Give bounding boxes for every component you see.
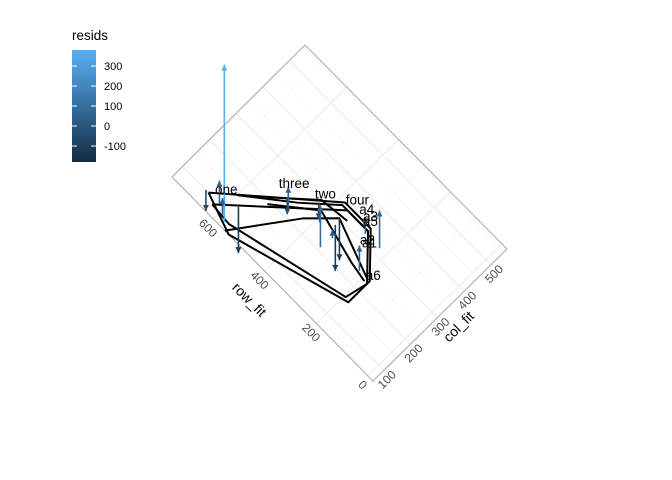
residual-arrows <box>202 64 383 272</box>
grid-line-x <box>182 166 385 371</box>
legend-title: resids <box>72 28 108 43</box>
grid-line-x <box>289 60 492 266</box>
grid-line-x <box>276 73 478 279</box>
grid-line-x <box>209 139 411 345</box>
grid-line-x <box>235 113 438 318</box>
grid-line-y <box>238 112 374 246</box>
panel-background <box>172 45 507 381</box>
arrow-head <box>356 245 363 252</box>
point-label: two <box>315 187 336 202</box>
residual-arrow <box>329 229 336 238</box>
arrow-head <box>221 64 228 71</box>
grid-line-y <box>341 217 477 350</box>
grid-line-x <box>222 126 425 332</box>
grid-line-x <box>195 153 398 358</box>
arrow-head <box>285 186 292 193</box>
outline-polygons <box>207 191 372 304</box>
residual-arrow <box>362 217 369 234</box>
arrow-head <box>202 204 209 211</box>
arrow-head <box>284 208 291 215</box>
arrow-head <box>376 210 383 217</box>
legend: resids 300 200 100 0 -100 <box>72 28 126 162</box>
point-label: one <box>215 182 238 197</box>
arrow-head <box>329 229 336 236</box>
arrow-head <box>216 180 223 187</box>
legend-tick-label: 0 <box>104 121 110 133</box>
residual-arrow <box>285 186 292 212</box>
outline-polygon <box>267 203 366 282</box>
grid-line-y <box>315 191 451 324</box>
arrow-head <box>336 254 343 261</box>
grid-line-y <box>187 60 322 193</box>
legend-tick-label: 300 <box>104 61 122 73</box>
point-label: a4 <box>359 202 375 217</box>
grid-line-y <box>290 165 425 298</box>
residual-arrow <box>221 64 228 223</box>
residual-arrow <box>332 224 339 272</box>
point-label: a6 <box>366 268 381 283</box>
arrow-head <box>332 265 339 272</box>
y-tick-label: 0 <box>355 378 370 393</box>
residual-arrow <box>284 197 291 215</box>
grid-line-y <box>212 86 348 220</box>
arrow-head <box>219 198 226 205</box>
arrow-head <box>362 217 369 224</box>
grid-line-x <box>249 100 451 305</box>
residual-arrow <box>219 198 226 215</box>
grid-line-y <box>367 243 503 377</box>
grid <box>182 47 505 377</box>
residual-arrow <box>317 205 324 248</box>
panel-border <box>171 44 508 382</box>
grid-line-x <box>303 47 505 252</box>
point-label: four <box>346 192 370 207</box>
arrow-head <box>235 247 242 254</box>
point-label: a5 <box>363 214 378 229</box>
residual-arrow <box>356 245 363 271</box>
legend-tick-label: -100 <box>104 141 126 153</box>
legend-tick-label: 200 <box>104 81 122 93</box>
residual-arrow <box>336 218 343 261</box>
residual-arrow <box>376 210 383 249</box>
arrow-head <box>317 205 324 212</box>
point-label: three <box>279 176 310 191</box>
outline-polygon <box>249 195 348 222</box>
residual-arrow <box>216 180 223 204</box>
point-label: a2 <box>360 232 375 247</box>
residual-arrow <box>235 206 242 254</box>
point-label: a1 <box>362 236 377 251</box>
outline-polygon <box>237 194 369 232</box>
residual-arrow <box>202 189 209 211</box>
point-label: a3 <box>363 209 378 224</box>
outline-polygon <box>207 191 372 304</box>
legend-tick-label: 100 <box>104 101 122 113</box>
grid-line-x <box>262 86 465 292</box>
